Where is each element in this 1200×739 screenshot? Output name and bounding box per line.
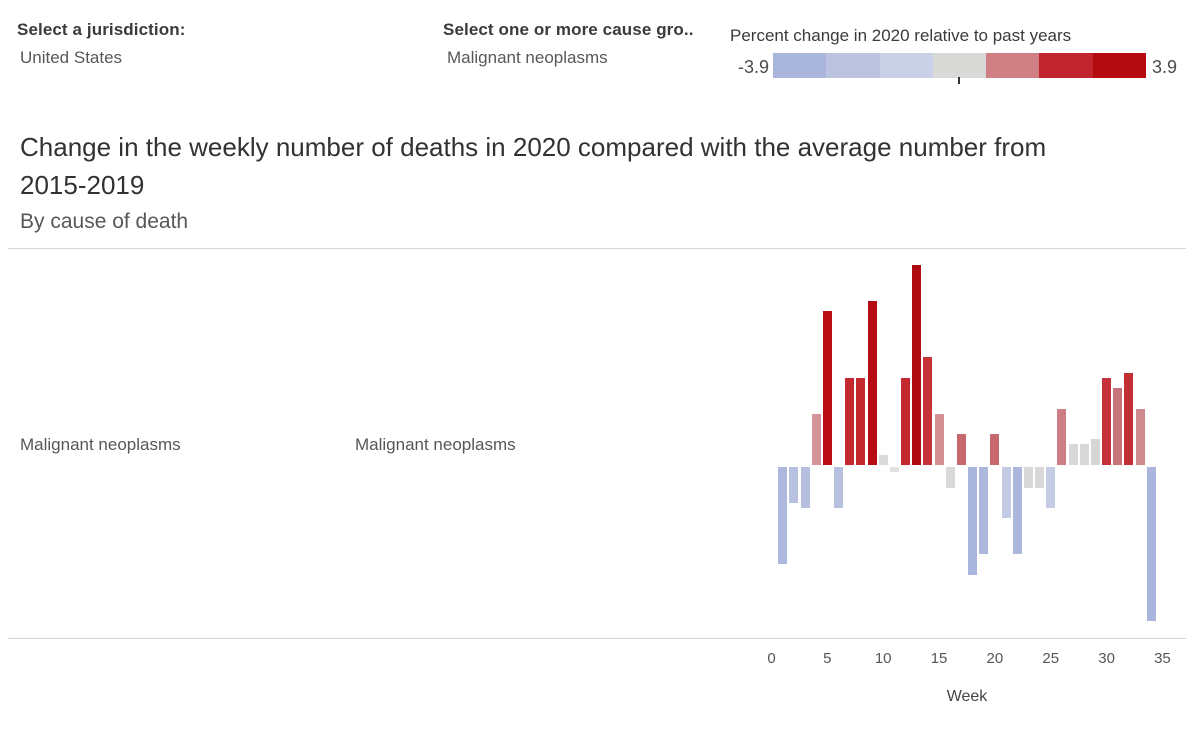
panel-top-border xyxy=(8,248,1186,249)
bar-week-9[interactable] xyxy=(867,300,877,465)
bar-week-12[interactable] xyxy=(901,377,911,465)
cause-selector-label: Select one or more cause gro.. xyxy=(443,20,694,39)
jurisdiction-selector-value[interactable]: United States xyxy=(20,48,123,67)
bar-week-26[interactable] xyxy=(1057,408,1067,465)
bar-week-31[interactable] xyxy=(1113,388,1123,465)
legend-segment-1 xyxy=(826,53,880,78)
bar-week-17[interactable] xyxy=(956,434,966,465)
bar-chart: 0 5 10 15 20 25 30 35 Week xyxy=(765,250,1186,720)
row-label-cause-group[interactable]: Malignant neoplasms xyxy=(20,435,181,454)
legend-segment-5 xyxy=(1039,53,1093,78)
bar-week-24[interactable] xyxy=(1035,467,1045,488)
jurisdiction-selector-label: Select a jurisdiction: xyxy=(17,20,186,39)
x-tick-label-15: 15 xyxy=(930,650,948,667)
row-label-cause-subgroup[interactable]: Malignant neoplasms xyxy=(355,435,516,454)
bar-week-18[interactable] xyxy=(968,467,978,575)
color-legend-max-label: 3.9 xyxy=(1152,57,1178,77)
bar-week-25[interactable] xyxy=(1046,467,1056,509)
legend-segment-0 xyxy=(773,53,827,78)
legend-segment-6 xyxy=(1092,53,1146,78)
bar-week-13[interactable] xyxy=(912,264,922,465)
bar-week-28[interactable] xyxy=(1079,444,1089,465)
color-legend-min-label: -3.9 xyxy=(737,57,769,77)
legend-segment-2 xyxy=(879,53,933,78)
legend-segment-3 xyxy=(932,53,987,78)
x-axis-title: Week xyxy=(946,688,988,705)
bar-week-4[interactable] xyxy=(811,413,821,465)
bar-week-10[interactable] xyxy=(878,454,888,465)
bar-week-14[interactable] xyxy=(923,357,933,465)
bar-week-1[interactable] xyxy=(778,467,788,565)
bar-week-29[interactable] xyxy=(1090,439,1100,465)
legend-segment-4 xyxy=(986,53,1040,78)
x-tick-label-20: 20 xyxy=(986,650,1004,667)
bar-week-33[interactable] xyxy=(1135,408,1145,465)
page-subtitle: By cause of death xyxy=(20,210,189,233)
bar-week-27[interactable] xyxy=(1068,444,1078,465)
bar-week-5[interactable] xyxy=(822,311,832,465)
bar-week-7[interactable] xyxy=(845,377,855,465)
bar-week-34[interactable] xyxy=(1146,467,1156,621)
x-tick-label-5: 5 xyxy=(823,650,832,667)
plot-area xyxy=(765,250,1186,638)
bar-week-6[interactable] xyxy=(834,467,844,509)
x-tick-label-25: 25 xyxy=(1042,650,1060,667)
bar-week-2[interactable] xyxy=(789,467,799,503)
x-axis-line xyxy=(8,638,1186,639)
bar-week-16[interactable] xyxy=(945,467,955,488)
bar-week-3[interactable] xyxy=(800,467,810,509)
x-tick-label-10: 10 xyxy=(874,650,892,667)
cause-selector-value[interactable]: Malignant neoplasms xyxy=(447,48,608,67)
x-tick-label-30: 30 xyxy=(1098,650,1115,667)
bar-week-30[interactable] xyxy=(1102,377,1112,465)
x-tick-label-35: 35 xyxy=(1154,650,1171,667)
color-legend-ramp xyxy=(773,53,1146,78)
color-legend-title: Percent change in 2020 relative to past … xyxy=(730,26,1072,45)
page-title-line2: 2015-2019 xyxy=(20,170,145,200)
bar-week-20[interactable] xyxy=(990,434,1000,465)
bar-week-32[interactable] xyxy=(1124,372,1134,465)
bar-week-8[interactable] xyxy=(856,377,866,465)
bar-week-22[interactable] xyxy=(1012,467,1022,555)
bar-week-19[interactable] xyxy=(979,467,989,555)
bar-week-11[interactable] xyxy=(889,467,899,473)
bar-week-23[interactable] xyxy=(1023,467,1033,488)
page-title-line1: Change in the weekly number of deaths in… xyxy=(20,132,1047,162)
bar-week-21[interactable] xyxy=(1001,467,1011,519)
color-legend-zero-tick xyxy=(958,77,960,84)
x-tick-label-0: 0 xyxy=(767,650,776,667)
bar-week-15[interactable] xyxy=(934,413,944,465)
